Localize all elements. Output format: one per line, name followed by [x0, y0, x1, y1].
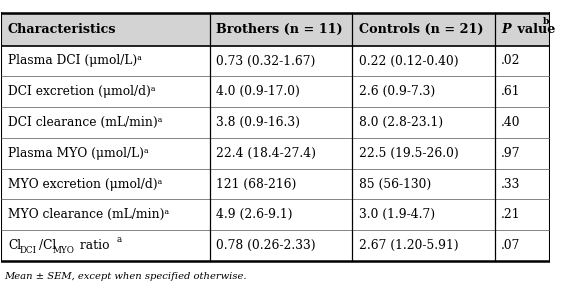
- Text: 8.0 (2.8-23.1): 8.0 (2.8-23.1): [359, 116, 443, 129]
- Bar: [1, 107, 549, 138]
- Text: .02: .02: [501, 54, 521, 67]
- Text: .61: .61: [501, 85, 521, 98]
- Text: MYO: MYO: [53, 246, 75, 255]
- Text: 2.6 (0.9-7.3): 2.6 (0.9-7.3): [359, 85, 435, 98]
- Bar: [1, 76, 549, 107]
- Text: 4.0 (0.9-17.0): 4.0 (0.9-17.0): [216, 85, 300, 98]
- Text: .40: .40: [501, 116, 521, 129]
- Text: 0.73 (0.32-1.67): 0.73 (0.32-1.67): [216, 54, 316, 67]
- Text: 3.0 (1.9-4.7): 3.0 (1.9-4.7): [359, 208, 435, 221]
- Text: 22.5 (19.5-26.0): 22.5 (19.5-26.0): [359, 147, 459, 160]
- Bar: [1, 199, 549, 230]
- Text: 2.67 (1.20-5.91): 2.67 (1.20-5.91): [359, 239, 459, 252]
- Text: value: value: [513, 23, 555, 36]
- Text: 22.4 (18.4-27.4): 22.4 (18.4-27.4): [216, 147, 316, 160]
- Text: Controls (n = 21): Controls (n = 21): [359, 23, 483, 36]
- Text: 121 (68-216): 121 (68-216): [216, 177, 297, 191]
- Text: Plasma DCI (μmol/L)ᵃ: Plasma DCI (μmol/L)ᵃ: [8, 54, 142, 67]
- Text: 85 (56-130): 85 (56-130): [359, 177, 431, 191]
- Text: MYO clearance (mL/min)ᵃ: MYO clearance (mL/min)ᵃ: [8, 208, 169, 221]
- Text: DCI excretion (μmol/d)ᵃ: DCI excretion (μmol/d)ᵃ: [8, 85, 156, 98]
- Text: MYO excretion (μmol/d)ᵃ: MYO excretion (μmol/d)ᵃ: [8, 177, 162, 191]
- Text: 4.9 (2.6-9.1): 4.9 (2.6-9.1): [216, 208, 293, 221]
- Text: Cl: Cl: [8, 239, 21, 252]
- Text: a: a: [117, 235, 122, 244]
- Text: P: P: [501, 23, 511, 36]
- Text: Characteristics: Characteristics: [8, 23, 117, 36]
- Bar: [1, 230, 549, 261]
- Text: 0.78 (0.26-2.33): 0.78 (0.26-2.33): [216, 239, 316, 252]
- Text: /Cl: /Cl: [39, 239, 56, 252]
- Text: .07: .07: [501, 239, 521, 252]
- Text: .97: .97: [501, 147, 521, 160]
- Text: 3.8 (0.9-16.3): 3.8 (0.9-16.3): [216, 116, 300, 129]
- Bar: [1, 138, 549, 169]
- Text: Mean ± SEM, except when specified otherwise.: Mean ± SEM, except when specified otherw…: [4, 272, 246, 281]
- Text: b: b: [543, 17, 549, 26]
- Bar: [1, 46, 549, 76]
- Text: DCI: DCI: [20, 246, 37, 255]
- Text: 0.22 (0.12-0.40): 0.22 (0.12-0.40): [359, 54, 459, 67]
- Text: .21: .21: [501, 208, 521, 221]
- Text: .33: .33: [501, 177, 521, 191]
- Text: DCI clearance (mL/min)ᵃ: DCI clearance (mL/min)ᵃ: [8, 116, 162, 129]
- Text: Plasma MYO (μmol/L)ᵃ: Plasma MYO (μmol/L)ᵃ: [8, 147, 149, 160]
- Text: Brothers (n = 11): Brothers (n = 11): [216, 23, 343, 36]
- Text: ratio: ratio: [77, 239, 110, 252]
- Bar: [1, 13, 549, 46]
- Bar: [1, 169, 549, 199]
